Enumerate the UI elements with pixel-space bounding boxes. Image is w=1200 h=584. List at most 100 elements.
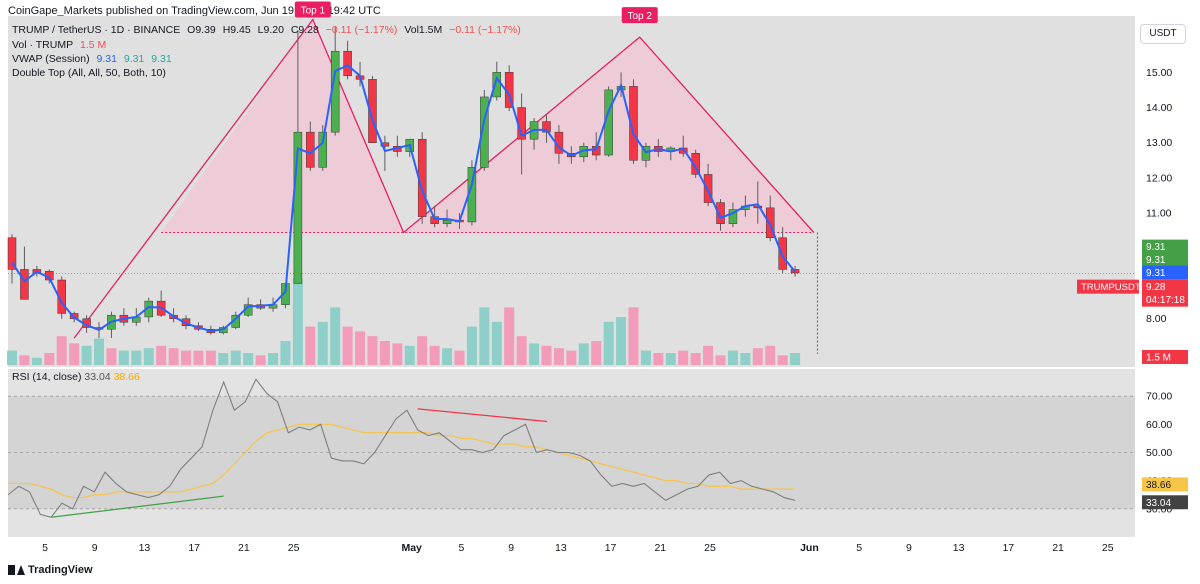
price-tick-4: 12.00 — [1146, 172, 1172, 184]
volume-bar — [491, 321, 502, 365]
candle-body — [20, 269, 29, 300]
volume-bar — [690, 353, 701, 365]
top2-label-box — [621, 7, 658, 24]
volume-bar — [628, 307, 639, 365]
volume-bar — [255, 355, 266, 365]
vwap-v2: 9.31 — [123, 53, 145, 65]
publisher-line: CoinGape_Markets published on TradingVie… — [8, 5, 381, 17]
time-tick-10: 17 — [605, 542, 617, 554]
candle-body — [318, 131, 327, 168]
candle-body — [765, 207, 775, 239]
volume-bar — [268, 353, 279, 365]
volume-bar — [541, 345, 552, 365]
close-value: C9.28 — [290, 24, 319, 36]
footer-brand-label: TradingView — [28, 564, 93, 576]
double-top-line — [73, 18, 815, 339]
currency-button[interactable]: USDT — [1140, 24, 1186, 44]
volume-bar — [292, 278, 303, 365]
top1-label-box — [294, 1, 331, 18]
time-tick-8: 9 — [508, 542, 514, 554]
volume-bar — [665, 353, 676, 365]
candle-body — [480, 96, 489, 168]
footer-brand: TradingView — [8, 564, 93, 576]
volume-bar — [305, 326, 316, 365]
vwap-label: VWAP (Session) — [12, 53, 90, 65]
time-tick-1: 9 — [92, 542, 98, 554]
volume-bar — [19, 355, 30, 365]
time-tick-13: Jun — [800, 542, 819, 554]
volume-bar — [106, 348, 117, 365]
time-tick-5: 25 — [288, 542, 300, 554]
volume-bar — [479, 307, 490, 365]
candle-body — [442, 219, 452, 224]
volume-bar — [56, 336, 67, 365]
volume-bar — [727, 350, 738, 365]
volume-bar — [181, 350, 192, 365]
volume-bar — [379, 341, 390, 365]
vwap-tag-a-box — [1142, 239, 1188, 254]
vwap-tag-c: 9.31 — [1146, 268, 1166, 279]
rsi-ma-tag: 38.66 — [1146, 480, 1171, 491]
volume-bar — [777, 355, 788, 365]
time-tick-2: 13 — [139, 542, 151, 554]
volume-bar — [603, 321, 614, 365]
vol-label: Vol · TRUMP — [12, 39, 74, 51]
volume-bar — [81, 345, 92, 365]
candle-body — [293, 131, 303, 284]
candle-body — [641, 145, 651, 161]
candle-body — [542, 121, 551, 133]
symbol-tag: TRUMPUSDT — [1081, 282, 1141, 293]
change-value: −0.11 (−1.17%) — [325, 24, 398, 36]
volume-bar — [504, 307, 515, 365]
countdown-tag: 04:17:18 — [1146, 295, 1185, 306]
volume-bar — [765, 345, 776, 365]
volume-bar — [752, 348, 763, 365]
price-tick-2: 14.00 — [1146, 102, 1172, 114]
volume-bar — [404, 345, 415, 365]
time-tick-6: May — [401, 542, 422, 554]
tradingview-logo-icon — [8, 565, 25, 575]
volume-bar — [317, 321, 328, 365]
volume-bar — [591, 341, 602, 365]
price-tick-5: 11.00 — [1146, 208, 1172, 220]
symbol-label: TRUMP / TetherUS · 1D · BINANCE — [12, 24, 181, 36]
rsi-ma-tag-box — [1142, 477, 1188, 492]
volume-bar — [429, 345, 440, 365]
price-tick-8: 8.00 — [1146, 313, 1167, 325]
price-tick-1: 15.00 — [1146, 67, 1172, 79]
volume-bar — [205, 350, 216, 365]
vwap-tag-b-box — [1142, 252, 1188, 267]
volume-bar — [678, 350, 689, 365]
candle-body — [778, 237, 787, 270]
time-tick-7: 5 — [458, 542, 464, 554]
volume-bar — [529, 343, 540, 365]
rsi-legend-ma: 38.66 — [114, 371, 140, 383]
vwap-v3: 9.31 — [151, 53, 172, 65]
volume-bar — [230, 350, 241, 365]
pattern-label: Double Top (All, All, 50, Both, 10) — [12, 67, 166, 79]
volume-bar — [156, 345, 167, 365]
volume-bar — [442, 348, 453, 365]
volume-bar — [7, 350, 17, 365]
candle-body — [7, 237, 17, 270]
volume-bar — [566, 350, 577, 365]
time-tick-18: 21 — [1052, 542, 1064, 554]
change-value-2: −0.11 (−1.17%) — [449, 24, 521, 36]
pattern-legend: Double Top (All, All, 50, Both, 10) — [12, 67, 170, 79]
volume-bar — [553, 348, 564, 365]
rsi-legend-value: 33.04 — [84, 371, 113, 383]
top2-label: Top 2 — [627, 11, 652, 22]
candle-body — [343, 50, 352, 77]
time-tick-12: 25 — [704, 542, 716, 554]
last-price-tag-box — [1142, 279, 1188, 294]
volume-bar — [715, 355, 726, 365]
time-tick-0: 5 — [42, 542, 48, 554]
volume-bar — [44, 353, 55, 365]
volume-bar — [280, 341, 291, 365]
candle-body — [703, 174, 713, 203]
rsi-legend: RSI (14, close) 33.04 38.66 — [12, 371, 140, 383]
top1-label: Top 1 — [301, 6, 326, 17]
volume-bar — [516, 336, 527, 365]
vol-tag: 1.5 M — [1146, 353, 1171, 364]
